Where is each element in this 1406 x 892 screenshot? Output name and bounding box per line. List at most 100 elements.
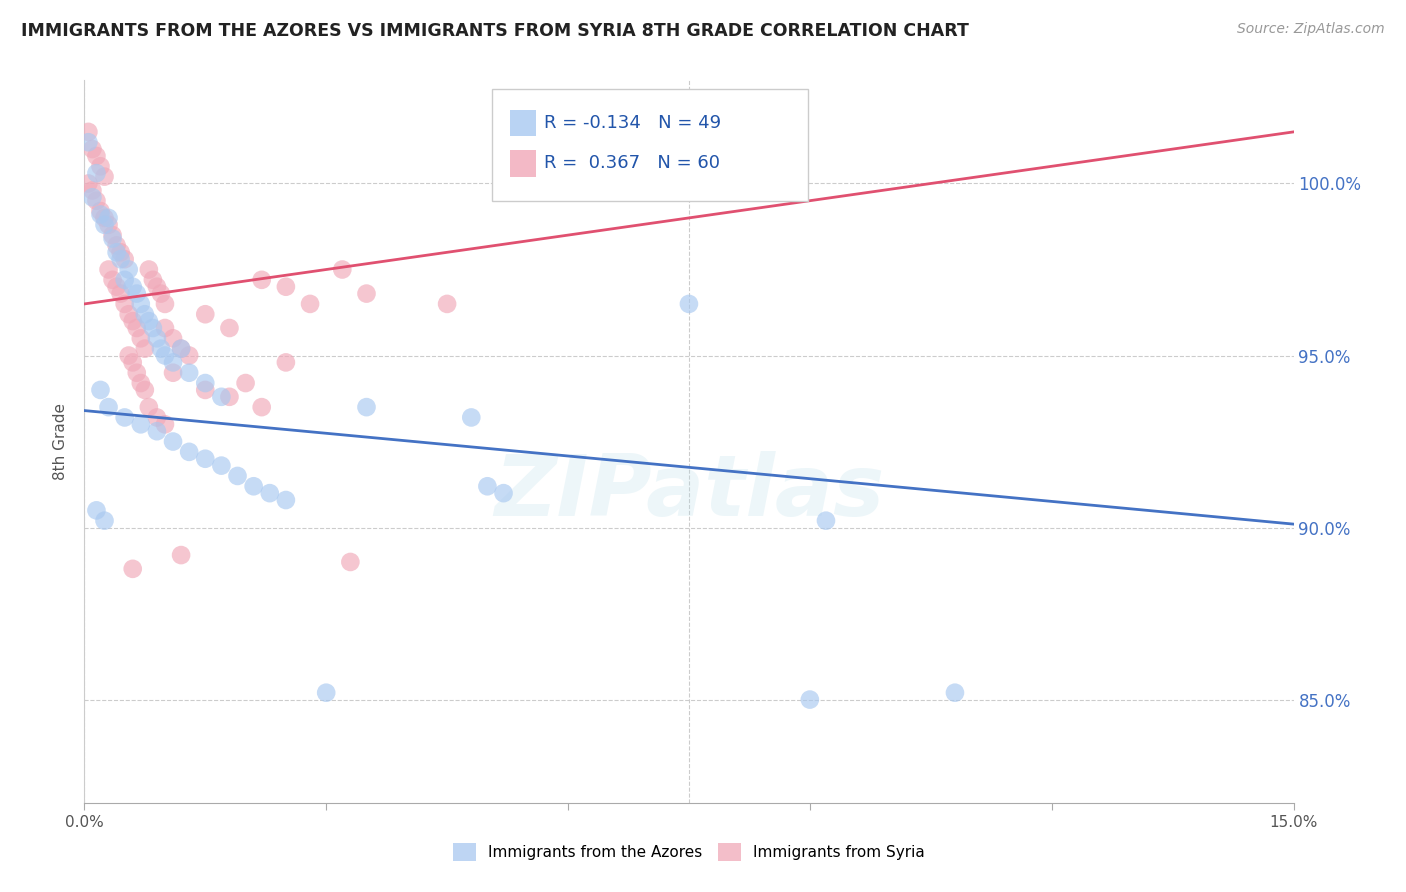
Point [209, 390, 232, 404]
Point [105, 279, 128, 293]
Point [114, 252, 136, 267]
Point [89, 383, 111, 397]
Point [97, 400, 120, 414]
Point [194, 307, 217, 321]
Point [110, 245, 132, 260]
Point [814, 514, 837, 528]
Point [77, 125, 100, 139]
Point [129, 417, 152, 432]
Point [101, 231, 124, 245]
Point [194, 383, 217, 397]
Point [149, 342, 172, 356]
Text: Source: ZipAtlas.com: Source: ZipAtlas.com [1237, 22, 1385, 37]
Point [121, 562, 143, 576]
Point [146, 410, 169, 425]
Point [149, 286, 172, 301]
Point [129, 376, 152, 390]
Point [274, 355, 297, 369]
Text: ZIPatlas: ZIPatlas [494, 450, 884, 533]
Point [82, 190, 104, 204]
Point [93, 211, 115, 225]
Point [492, 486, 515, 500]
Point [134, 307, 156, 321]
Point [209, 458, 232, 473]
Point [162, 331, 184, 345]
Point [250, 400, 273, 414]
Point [477, 479, 499, 493]
Point [138, 314, 160, 328]
Point [235, 376, 257, 390]
Point [138, 262, 160, 277]
Point [134, 342, 156, 356]
Point [678, 297, 700, 311]
Point [142, 273, 165, 287]
Point [299, 297, 322, 311]
Point [89, 207, 111, 221]
Point [134, 383, 156, 397]
Point [86, 166, 108, 180]
Point [93, 169, 115, 184]
Point [330, 262, 353, 277]
Point [93, 218, 115, 232]
Text: R =  0.367   N = 60: R = 0.367 N = 60 [544, 154, 720, 172]
Point [125, 286, 148, 301]
Point [93, 514, 115, 528]
Point [799, 692, 821, 706]
Y-axis label: 8th Grade: 8th Grade [53, 403, 69, 480]
Point [121, 355, 143, 369]
Legend: Immigrants from the Azores, Immigrants from Syria: Immigrants from the Azores, Immigrants f… [447, 837, 931, 867]
Point [218, 321, 240, 335]
Point [218, 390, 240, 404]
Text: R = -0.134   N = 49: R = -0.134 N = 49 [544, 114, 721, 132]
Point [89, 159, 111, 173]
Point [146, 424, 169, 438]
Point [250, 273, 273, 287]
Point [129, 297, 152, 311]
Point [274, 279, 297, 293]
Point [129, 331, 152, 345]
Point [82, 183, 104, 197]
Point [146, 279, 169, 293]
Point [153, 297, 176, 311]
Point [114, 410, 136, 425]
Point [77, 177, 100, 191]
Point [162, 355, 184, 369]
Point [315, 686, 337, 700]
Point [274, 493, 297, 508]
Point [121, 279, 143, 293]
Point [339, 555, 361, 569]
Point [118, 307, 141, 321]
Point [153, 417, 176, 432]
Point [179, 349, 201, 363]
Point [436, 297, 458, 311]
Point [943, 686, 966, 700]
Point [105, 238, 128, 252]
Point [146, 331, 169, 345]
Point [86, 503, 108, 517]
Point [118, 349, 141, 363]
Point [783, 135, 806, 149]
Point [242, 479, 264, 493]
Point [460, 410, 482, 425]
Point [97, 211, 120, 225]
Point [179, 366, 201, 380]
Point [138, 400, 160, 414]
Point [170, 548, 193, 562]
Point [77, 135, 100, 149]
Text: IMMIGRANTS FROM THE AZORES VS IMMIGRANTS FROM SYRIA 8TH GRADE CORRELATION CHART: IMMIGRANTS FROM THE AZORES VS IMMIGRANTS… [21, 22, 969, 40]
Point [110, 286, 132, 301]
Point [259, 486, 281, 500]
Point [226, 469, 249, 483]
Point [101, 228, 124, 243]
Point [89, 204, 111, 219]
Point [97, 218, 120, 232]
Point [114, 297, 136, 311]
Point [125, 321, 148, 335]
Point [86, 194, 108, 208]
Point [356, 286, 378, 301]
Point [125, 366, 148, 380]
Point [170, 342, 193, 356]
Point [82, 142, 104, 156]
Point [162, 366, 184, 380]
Point [121, 314, 143, 328]
